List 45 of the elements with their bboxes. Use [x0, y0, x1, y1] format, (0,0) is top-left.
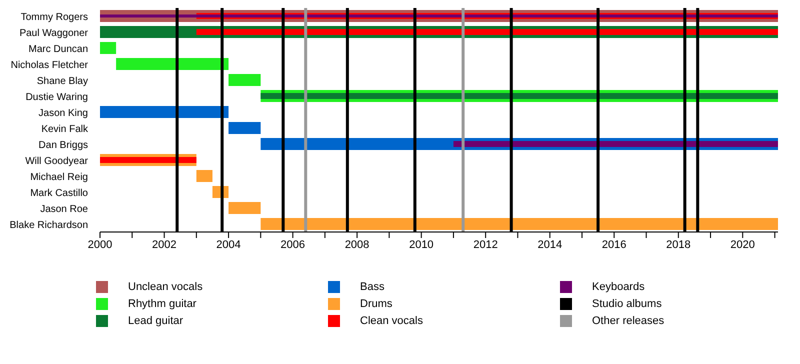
- bar: [100, 106, 229, 118]
- x-tick-label: 2008: [344, 238, 370, 251]
- y-tick-label: Jason Roe: [40, 204, 88, 215]
- x-tick-label: 2010: [409, 238, 434, 251]
- y-tick-label: Tommy Rogers: [20, 12, 88, 23]
- legend-label: Bass: [360, 280, 384, 292]
- y-tick-label: Paul Waggoner: [19, 28, 89, 39]
- bar: [228, 122, 261, 134]
- x-tick-label: 2012: [473, 238, 498, 251]
- x-tick-label: 2016: [602, 238, 626, 251]
- y-tick-label: Marc Duncan: [28, 44, 88, 55]
- x-tick-label: 2000: [88, 238, 112, 251]
- bar: [100, 157, 196, 163]
- y-tick-label: Mark Castillo: [30, 188, 88, 199]
- x-tick-label: 2002: [152, 238, 177, 251]
- bar: [228, 74, 261, 86]
- y-tick-label: Kevin Falk: [41, 124, 89, 135]
- legend-label: Lead guitar: [128, 314, 184, 326]
- x-tick-label: 2004: [216, 238, 241, 251]
- legend-label: Studio albums: [592, 298, 662, 310]
- y-tick-label: Will Goodyear: [25, 156, 89, 167]
- y-tick-label: Dan Briggs: [38, 140, 88, 151]
- x-tick-label: 2020: [730, 238, 755, 251]
- bar: [196, 170, 212, 182]
- y-tick-label: Nicholas Fletcher: [10, 60, 89, 71]
- legend-label: Rhythm guitar: [128, 298, 196, 310]
- bar: [196, 29, 778, 35]
- bar: [228, 202, 261, 214]
- bar: [453, 141, 778, 147]
- y-tick-label: Jason King: [38, 108, 88, 119]
- bar: [260, 218, 778, 230]
- y-tick-label: Shane Blay: [36, 76, 88, 87]
- y-tick-label: Blake Richardson: [10, 220, 88, 231]
- x-tick-label: 2006: [280, 238, 306, 251]
- legend-label: Unclean vocals: [128, 280, 203, 292]
- bar: [100, 42, 116, 54]
- x-tick-label: 2018: [666, 238, 691, 251]
- legend-label: Drums: [360, 298, 392, 310]
- legend-label: Keyboards: [592, 280, 645, 292]
- x-tick-label: 2014: [538, 238, 562, 251]
- y-tick-label: Michael Reig: [30, 172, 88, 183]
- legend-label: Other releases: [592, 314, 664, 326]
- legend-label: Clean vocals: [360, 314, 423, 326]
- y-tick-label: Dustie Waring: [26, 92, 88, 103]
- bar: [116, 58, 229, 70]
